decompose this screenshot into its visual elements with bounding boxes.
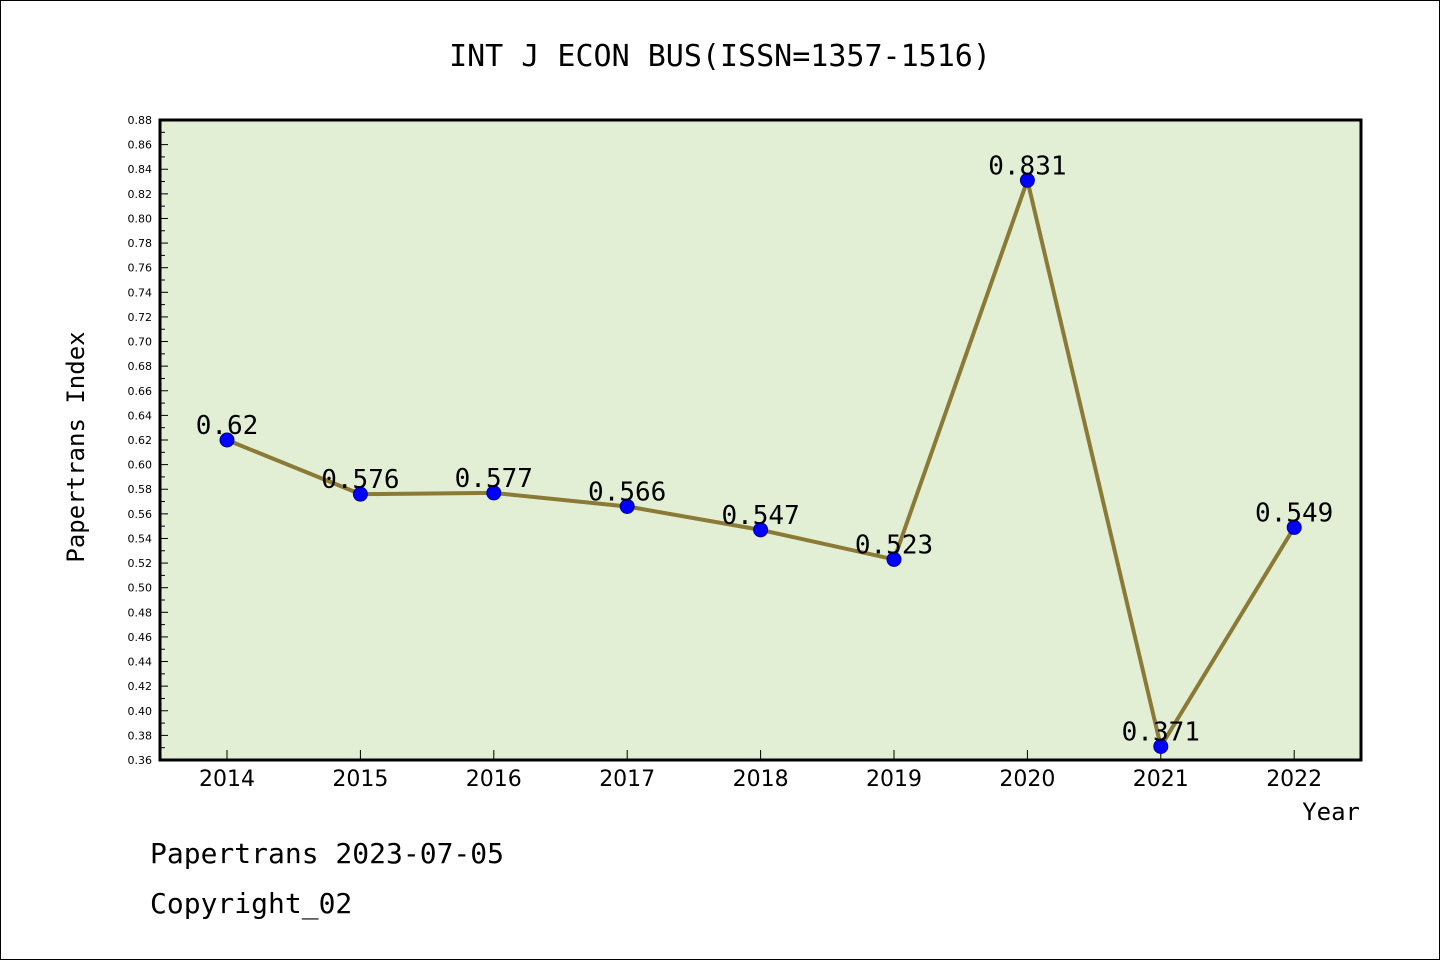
- y-tick-label: 0.58: [128, 483, 153, 496]
- y-tick-label: 0.64: [128, 409, 153, 422]
- y-tick-label: 0.56: [128, 508, 153, 521]
- chart-title: INT J ECON BUS(ISSN=1357-1516): [449, 39, 991, 74]
- data-point: [1019, 172, 1035, 188]
- y-tick-label: 0.82: [128, 188, 153, 201]
- x-axis: 2014 2015 2016 2017 2018 2019 2020 2021 2022: [199, 750, 1322, 792]
- y-tick-label: 0.76: [128, 262, 153, 275]
- y-tick-label: 0.40: [128, 705, 153, 718]
- y-tick-label: 0.88: [128, 114, 153, 127]
- data-label: 0.566: [588, 477, 666, 507]
- data-label: 0.62: [196, 411, 259, 441]
- footer-date-text: Papertrans 2023-07-05: [150, 837, 504, 870]
- y-tick-label: 0.36: [128, 754, 153, 767]
- y-tick-label: 0.42: [128, 680, 153, 693]
- data-label: 0.371: [1122, 717, 1200, 747]
- data-point: [1286, 519, 1302, 535]
- y-tick-label: 0.46: [128, 631, 153, 644]
- data-label: 0.576: [321, 465, 399, 495]
- y-tick-label: 0.66: [128, 385, 153, 398]
- data-labels: 0.62 0.576 0.577 0.566 0.547 0.523 0.831 0.371 0…: [196, 151, 1334, 747]
- x-tick-label: 2016: [466, 767, 522, 792]
- data-point: [886, 551, 902, 567]
- y-tick-label: 0.80: [128, 212, 153, 225]
- data-point: [619, 498, 635, 514]
- x-tick-label: 2022: [1266, 767, 1322, 792]
- x-tick-label: 2014: [199, 767, 255, 792]
- data-point: [352, 486, 368, 502]
- x-tick-label: 2018: [733, 767, 789, 792]
- x-tick-label: 2019: [866, 767, 922, 792]
- y-tick-label: 0.72: [128, 311, 153, 324]
- y-tick-label: 0.44: [128, 656, 153, 669]
- data-label: 0.577: [455, 464, 533, 494]
- x-tick-label: 2020: [999, 767, 1055, 792]
- y-tick-label: 0.78: [128, 237, 153, 250]
- data-points: [219, 172, 1302, 754]
- data-point: [753, 522, 769, 538]
- y-tick-label: 0.86: [128, 139, 153, 152]
- data-label: 0.831: [988, 151, 1066, 181]
- data-point: [486, 485, 502, 501]
- y-tick-label: 0.70: [128, 336, 153, 349]
- data-point: [1153, 738, 1169, 754]
- x-tick-label: 2021: [1133, 767, 1189, 792]
- footer-copyright-text: Copyright_02: [150, 887, 352, 921]
- data-label: 0.523: [855, 530, 933, 560]
- data-label: 0.549: [1255, 498, 1333, 528]
- plot-border: [158, 118, 1363, 762]
- y-tick-label: 0.60: [128, 459, 153, 472]
- y-tick-label: 0.74: [128, 286, 153, 299]
- plot-area: [160, 120, 1361, 760]
- y-tick-label: 0.62: [128, 434, 153, 447]
- data-point: [219, 432, 235, 448]
- y-tick-label: 0.84: [128, 163, 153, 176]
- y-tick-label: 0.54: [128, 532, 153, 545]
- x-axis-title: Year: [1302, 798, 1360, 826]
- data-label: 0.547: [721, 501, 799, 531]
- y-axis: 0.36 0.38 0.40 0.42 0.44 0.46 0.48 0.50 0.52 0.54…: [128, 114, 168, 767]
- y-tick-label: 0.68: [128, 360, 153, 373]
- y-axis-title: Papertrans Index: [62, 331, 90, 562]
- x-tick-label: 2015: [332, 767, 388, 792]
- y-tick-label: 0.38: [128, 729, 153, 742]
- x-tick-label: 2017: [599, 767, 655, 792]
- y-tick-label: 0.50: [128, 582, 153, 595]
- y-tick-label: 0.48: [128, 606, 153, 619]
- y-tick-label: 0.52: [128, 557, 153, 570]
